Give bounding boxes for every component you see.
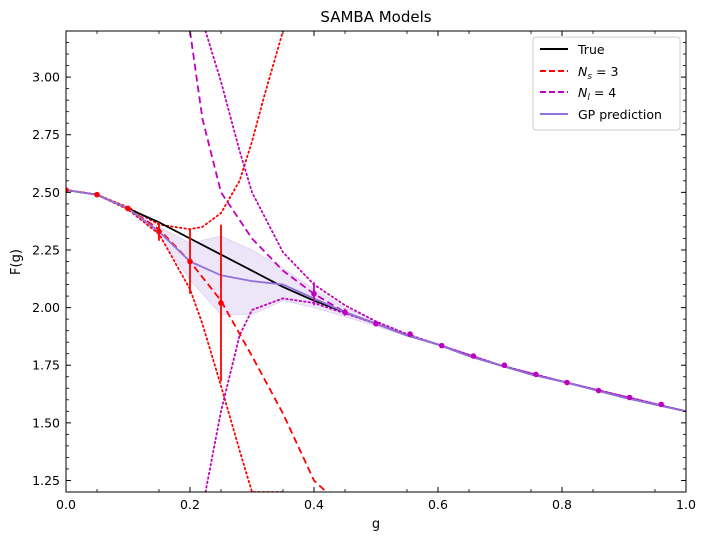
legend: True Ns = 3 Nl = 4 GP prediction — [532, 36, 681, 131]
nl4-data-point — [658, 401, 664, 408]
x-axis-label: g — [372, 517, 380, 532]
nl4-data-point — [373, 320, 379, 327]
ns3-data-point — [156, 228, 162, 235]
ns3-upper-bound — [66, 31, 284, 231]
y-tick-label: 3.00 — [32, 70, 60, 85]
nl4-data-point — [407, 331, 413, 337]
nl4-data-point — [438, 342, 445, 349]
legend-label-gp: GP prediction — [578, 107, 662, 122]
nl4-data-point — [564, 379, 570, 386]
x-tick-label: 0.0 — [56, 497, 76, 512]
nl4-data-point — [595, 387, 602, 394]
ns3-data-point — [66, 187, 69, 193]
legend-box — [532, 36, 681, 131]
y-axis-label: F(g) — [9, 249, 24, 275]
axes: 0.0 0.2 0.4 0.6 0.8 1.0 1.25 1.50 1.75 2.00 2.25 2.… — [32, 30, 696, 512]
nl4-data-point — [501, 362, 508, 369]
nl4-data-point — [311, 290, 317, 297]
legend-label-ns3: Ns = 3 — [578, 64, 618, 82]
ns3-data-point — [218, 300, 224, 306]
ns3-data-point — [125, 205, 131, 212]
ns3-data-point — [94, 191, 100, 198]
nl4-data-point — [626, 394, 633, 401]
chart-title: SAMBA Models — [320, 8, 431, 26]
plot-area — [66, 31, 686, 492]
x-tick-label: 0.4 — [304, 497, 324, 512]
y-tick-label: 2.25 — [32, 242, 60, 257]
y-tick-label: 1.75 — [32, 358, 60, 373]
y-tick-label: 2.75 — [32, 127, 60, 142]
nl4-data-point — [470, 353, 477, 359]
ns3-data-point — [187, 258, 193, 265]
x-tick-label: 0.6 — [428, 497, 448, 512]
x-tick-label: 0.8 — [552, 497, 572, 512]
x-tick-label: 0.2 — [180, 497, 200, 512]
nl4-data-point — [342, 309, 348, 316]
x-tick-label: 1.0 — [676, 497, 696, 512]
y-tick-label: 2.50 — [32, 185, 60, 200]
legend-label-nl4: Nl = 4 — [578, 85, 616, 103]
nl4-data-point — [533, 371, 539, 378]
y-tick-label: 1.50 — [32, 415, 60, 430]
legend-label-true: True — [577, 42, 605, 57]
y-tick-label: 1.25 — [32, 473, 60, 488]
series-ns3-line — [66, 189, 328, 492]
y-tick-label: 2.00 — [32, 300, 60, 315]
